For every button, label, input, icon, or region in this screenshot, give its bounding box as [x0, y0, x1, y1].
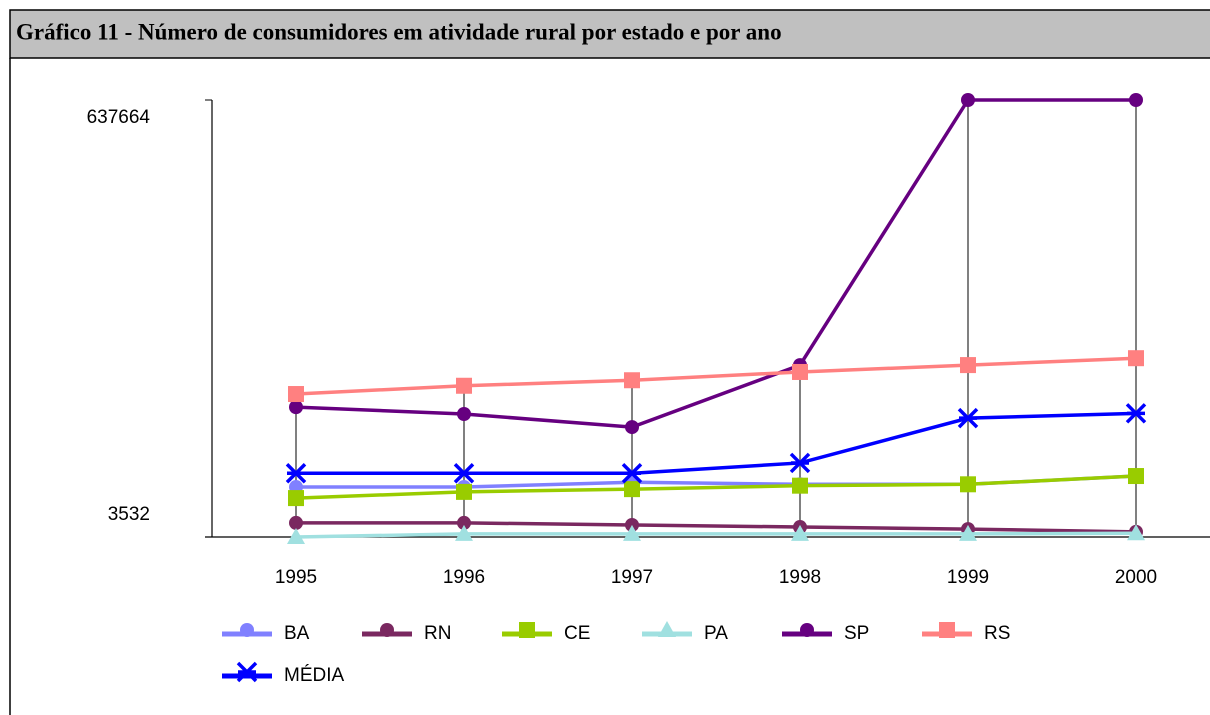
series-line	[295, 356, 1137, 396]
marker	[960, 476, 976, 493]
marker	[791, 524, 809, 541]
legend-label: RN	[424, 623, 451, 644]
marker	[957, 407, 979, 429]
marker	[456, 483, 472, 500]
x-tick-label: 1996	[443, 567, 485, 588]
legend-label: PA	[704, 623, 728, 644]
marker	[789, 452, 811, 474]
marker	[285, 463, 307, 484]
marker	[455, 524, 473, 541]
marker	[457, 407, 471, 422]
chart-title: Gráfico 11 - Número de consumidores em a…	[16, 19, 782, 44]
series-line	[296, 411, 1137, 476]
legend-label: BA	[284, 623, 310, 644]
marker	[625, 420, 639, 435]
marker	[1128, 350, 1144, 367]
y-tick-label: 3532	[108, 504, 150, 525]
marker	[1129, 93, 1143, 107]
marker	[240, 623, 254, 637]
marker	[624, 481, 640, 498]
marker	[519, 622, 535, 638]
marker	[658, 621, 676, 637]
y-tick-label: 637664	[87, 107, 151, 128]
marker	[289, 515, 303, 530]
marker	[289, 400, 303, 415]
marker	[236, 661, 258, 683]
x-tick-label: 1995	[275, 567, 317, 588]
marker	[288, 386, 304, 403]
marker	[453, 463, 475, 484]
marker	[287, 528, 305, 544]
marker	[959, 524, 977, 541]
marker	[623, 524, 641, 541]
x-tick-label: 1997	[611, 567, 653, 588]
marker	[624, 372, 640, 389]
marker	[1125, 403, 1147, 424]
marker	[792, 477, 808, 494]
x-tick-label: 1998	[779, 567, 821, 588]
marker	[792, 363, 808, 380]
marker	[961, 93, 975, 107]
marker	[457, 515, 471, 530]
marker	[380, 623, 394, 637]
title-bar	[9, 9, 1210, 59]
legend-label: MÉDIA	[284, 665, 345, 686]
marker	[456, 377, 472, 394]
x-tick-label: 2000	[1115, 567, 1157, 588]
marker	[1128, 468, 1144, 485]
series-line	[295, 531, 1137, 539]
marker	[288, 490, 304, 507]
series-line	[295, 98, 1136, 429]
marker	[621, 463, 643, 484]
marker	[960, 357, 976, 374]
x-tick-label: 1999	[947, 567, 989, 588]
marker	[939, 622, 955, 638]
legend-label: SP	[844, 623, 869, 644]
legend-label: CE	[564, 623, 590, 644]
series-line	[296, 521, 1137, 534]
marker	[1127, 524, 1145, 541]
series-line	[295, 474, 1137, 500]
marker	[800, 623, 814, 637]
legend-label: RS	[984, 623, 1010, 644]
